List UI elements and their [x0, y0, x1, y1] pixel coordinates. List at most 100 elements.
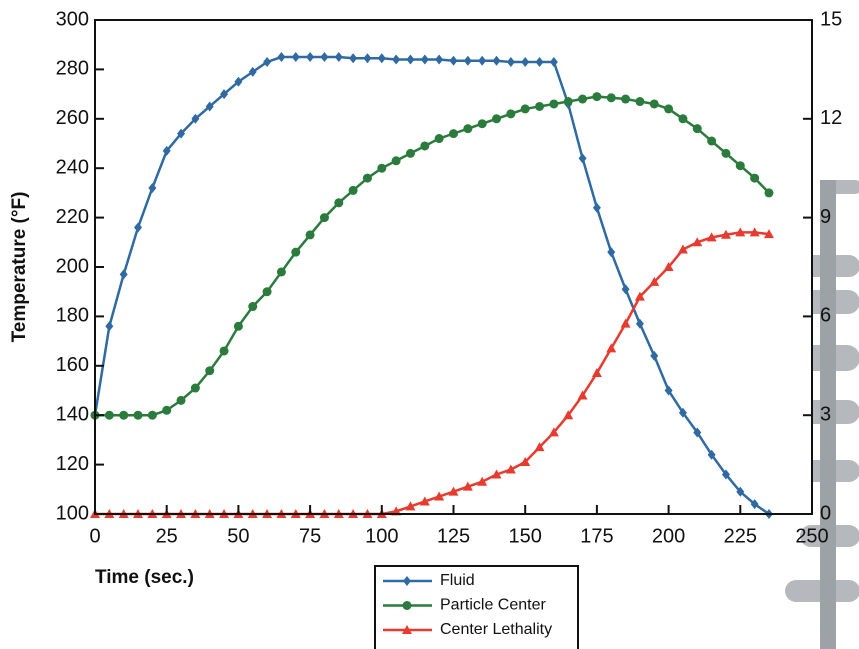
legend-label: Center Lethality — [440, 621, 552, 638]
marker — [219, 346, 229, 356]
marker — [402, 625, 412, 634]
marker — [177, 128, 186, 139]
y-tick-label: 100 — [56, 502, 89, 524]
marker — [119, 269, 128, 280]
marker — [405, 501, 416, 511]
y2-tick-label: 3 — [820, 403, 831, 425]
y-tick-label: 200 — [56, 255, 89, 277]
marker — [635, 97, 645, 107]
y-tick-label: 140 — [56, 403, 89, 425]
marker — [692, 237, 703, 247]
x-tick-label: 150 — [509, 525, 542, 547]
marker — [506, 56, 515, 67]
marker — [320, 52, 329, 63]
marker — [606, 343, 617, 353]
marker — [435, 54, 444, 65]
marker — [650, 350, 659, 361]
marker — [477, 476, 488, 486]
y-tick-label: 260 — [56, 107, 89, 129]
marker — [764, 188, 774, 198]
marker — [506, 109, 516, 119]
marker — [134, 222, 143, 233]
marker — [205, 101, 214, 112]
marker — [607, 247, 616, 258]
marker — [448, 486, 459, 496]
marker — [392, 54, 401, 65]
marker — [205, 366, 215, 376]
marker — [277, 52, 286, 63]
marker — [677, 244, 688, 254]
marker — [492, 55, 501, 66]
marker — [190, 383, 200, 393]
marker — [434, 491, 445, 501]
marker — [706, 232, 717, 242]
marker — [505, 464, 516, 474]
marker — [305, 230, 315, 240]
marker — [664, 385, 673, 396]
marker — [477, 119, 487, 129]
marker — [348, 185, 358, 195]
marker — [463, 124, 473, 134]
marker — [276, 267, 286, 277]
x-tick-label: 250 — [795, 525, 828, 547]
marker — [535, 56, 544, 67]
y-tick-label: 160 — [56, 354, 89, 376]
marker — [664, 104, 674, 114]
marker — [449, 55, 458, 66]
y2-tick-label: 15 — [820, 8, 842, 30]
marker — [334, 52, 343, 63]
marker — [649, 99, 659, 109]
marker — [402, 601, 412, 610]
marker — [449, 129, 458, 139]
marker — [521, 56, 530, 67]
y-tick-label: 300 — [56, 8, 89, 30]
marker — [491, 469, 502, 479]
plot-area — [95, 20, 812, 514]
marker — [105, 321, 114, 332]
marker — [591, 368, 602, 378]
marker — [362, 173, 372, 183]
marker — [391, 156, 401, 166]
marker — [578, 153, 587, 164]
marker — [248, 66, 257, 77]
marker — [520, 456, 531, 466]
marker — [162, 145, 171, 156]
marker — [263, 56, 272, 67]
marker — [220, 89, 229, 100]
marker — [707, 136, 717, 146]
marker — [403, 576, 411, 586]
marker — [549, 99, 559, 109]
marker — [162, 405, 172, 415]
marker — [750, 173, 760, 183]
y-tick-label: 220 — [56, 206, 89, 228]
marker — [148, 182, 157, 193]
marker — [334, 198, 344, 208]
marker — [750, 499, 759, 510]
marker — [548, 427, 559, 437]
marker — [406, 54, 415, 65]
marker — [635, 318, 644, 329]
x-tick-label: 225 — [724, 525, 757, 547]
marker — [291, 247, 301, 257]
legend-label: Fluid — [440, 572, 475, 589]
y2-tick-label: 0 — [820, 502, 831, 524]
marker — [478, 55, 487, 66]
y2-tick-label: 9 — [820, 206, 831, 228]
marker — [578, 94, 588, 104]
marker — [419, 496, 430, 506]
marker — [520, 104, 530, 114]
marker — [721, 469, 730, 480]
marker — [248, 302, 258, 312]
marker — [721, 148, 731, 158]
marker — [663, 262, 674, 271]
marker — [133, 410, 143, 420]
marker — [233, 321, 243, 331]
marker — [405, 148, 415, 158]
x-tick-label: 25 — [156, 525, 178, 547]
marker — [649, 276, 660, 286]
marker — [349, 53, 358, 64]
marker — [678, 114, 688, 124]
marker — [104, 410, 114, 420]
x-tick-label: 125 — [437, 525, 470, 547]
